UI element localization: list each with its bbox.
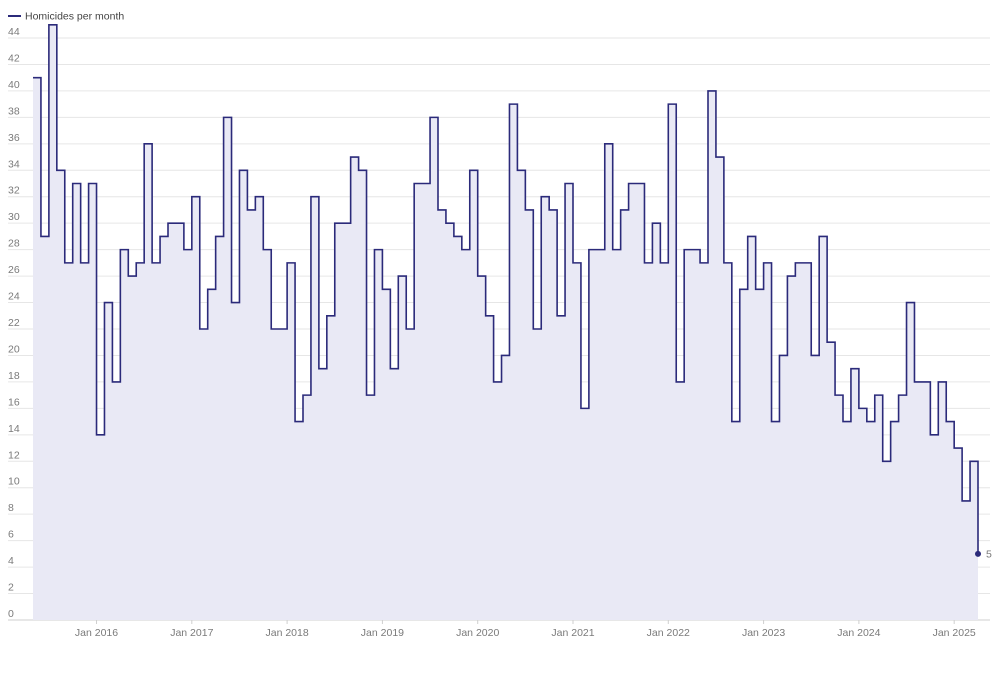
endpoint: 5	[975, 548, 992, 560]
y-tick-label: 42	[8, 52, 20, 64]
y-tick-label: 26	[8, 264, 20, 276]
x-tick-label: Jan 2024	[837, 627, 880, 639]
y-tick-label: 10	[8, 476, 20, 488]
x-tick-label: Jan 2019	[361, 627, 404, 639]
x-tick-label: Jan 2021	[551, 627, 594, 639]
x-tick-label: Jan 2018	[266, 627, 309, 639]
y-tick-label: 4	[8, 555, 14, 567]
area-fill-layer	[33, 24, 978, 621]
x-tick-label: Jan 2023	[742, 627, 785, 639]
x-tick-label: Jan 2025	[933, 627, 976, 639]
legend: Homicides per month	[8, 11, 124, 23]
series-line-layer	[33, 23, 979, 554]
legend-label: Homicides per month	[25, 11, 124, 23]
x-tick-label: Jan 2022	[647, 627, 690, 639]
y-tick-label: 40	[8, 79, 20, 91]
y-tick-label: 32	[8, 185, 20, 197]
series-line	[33, 23, 979, 554]
last-value-label: 5	[986, 548, 992, 560]
y-tick-label: 18	[8, 370, 20, 382]
y-tick-label: 34	[8, 158, 20, 170]
x-tick-label: Jan 2016	[75, 627, 118, 639]
y-tick-label: 28	[8, 238, 20, 250]
area-fill	[33, 24, 978, 621]
y-tick-label: 14	[8, 423, 20, 435]
x-tick-label: Jan 2020	[456, 627, 499, 639]
y-tick-label: 44	[8, 26, 20, 38]
y-tick-label: 30	[8, 211, 20, 223]
y-tick-label: 36	[8, 132, 20, 144]
y-tick-label: 6	[8, 529, 14, 541]
y-tick-label: 16	[8, 396, 20, 408]
y-axis: 0246810121416182022242628303234363840424…	[8, 26, 20, 620]
y-tick-label: 8	[8, 502, 14, 514]
y-tick-label: 38	[8, 105, 20, 117]
y-tick-label: 0	[8, 608, 14, 620]
y-tick-label: 12	[8, 449, 20, 461]
x-axis: Jan 2016 Jan 2017 Jan 2018 Jan 2019 Jan 2020…	[75, 620, 976, 639]
y-tick-label: 2	[8, 582, 14, 594]
last-point-marker	[975, 550, 981, 557]
x-tick-label: Jan 2017	[170, 627, 213, 639]
y-tick-label: 24	[8, 291, 20, 303]
y-tick-label: 22	[8, 317, 20, 329]
y-tick-label: 20	[8, 343, 20, 355]
